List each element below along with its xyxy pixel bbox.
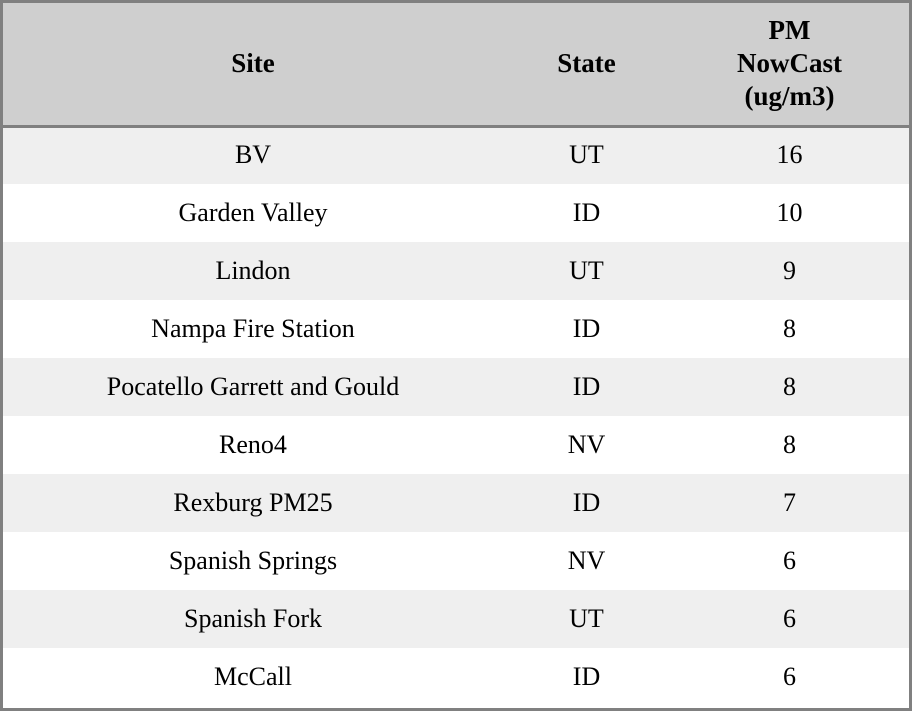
table-row[interactable]: Lindon UT 9 [3, 242, 909, 300]
cell-state: UT [503, 590, 670, 648]
cell-pm-nowcast: 10 [670, 184, 909, 242]
table-header: Site State PM NowCast (ug/m3) [3, 3, 909, 128]
cell-state: UT [503, 126, 670, 184]
cell-pm-nowcast: 6 [670, 532, 909, 590]
cell-state: ID [503, 184, 670, 242]
cell-state: ID [503, 474, 670, 532]
cell-state: ID [503, 300, 670, 358]
column-header-pm-nowcast[interactable]: PM NowCast (ug/m3) [670, 3, 909, 128]
cell-site: BV [3, 126, 503, 184]
cell-state: ID [503, 648, 670, 706]
cell-pm-nowcast: 8 [670, 416, 909, 474]
cell-site: Nampa Fire Station [3, 300, 503, 358]
table-body: BV UT 16 Garden Valley ID 10 Lindon UT 9 Nampa Fi… [3, 126, 909, 706]
cell-site: Reno4 [3, 416, 503, 474]
cell-site: Spanish Springs [3, 532, 503, 590]
column-header-site[interactable]: Site [3, 3, 503, 128]
table-row[interactable]: Spanish Fork UT 6 [3, 590, 909, 648]
cell-state: UT [503, 242, 670, 300]
cell-pm-nowcast: 9 [670, 242, 909, 300]
table-row[interactable]: Garden Valley ID 10 [3, 184, 909, 242]
cell-state: NV [503, 416, 670, 474]
cell-site: Rexburg PM25 [3, 474, 503, 532]
table-row[interactable]: Nampa Fire Station ID 8 [3, 300, 909, 358]
cell-state: ID [503, 358, 670, 416]
cell-site: Spanish Fork [3, 590, 503, 648]
table-row[interactable]: Pocatello Garrett and Gould ID 8 [3, 358, 909, 416]
table-row[interactable]: Reno4 NV 8 [3, 416, 909, 474]
header-row: Site State PM NowCast (ug/m3) [3, 3, 909, 128]
table-row[interactable]: Rexburg PM25 ID 7 [3, 474, 909, 532]
column-header-state[interactable]: State [503, 3, 670, 128]
cell-pm-nowcast: 6 [670, 648, 909, 706]
cell-pm-nowcast: 7 [670, 474, 909, 532]
cell-pm-nowcast: 8 [670, 300, 909, 358]
cell-site: Garden Valley [3, 184, 503, 242]
cell-pm-nowcast: 6 [670, 590, 909, 648]
cell-pm-nowcast: 16 [670, 126, 909, 184]
cell-pm-nowcast: 8 [670, 358, 909, 416]
cell-state: NV [503, 532, 670, 590]
data-table: Site State PM NowCast (ug/m3) BV UT 16 Gard… [3, 3, 909, 706]
cell-site: Lindon [3, 242, 503, 300]
cell-site: Pocatello Garrett and Gould [3, 358, 503, 416]
table-row[interactable]: McCall ID 6 [3, 648, 909, 706]
table-row[interactable]: Spanish Springs NV 6 [3, 532, 909, 590]
cell-site: McCall [3, 648, 503, 706]
table-row[interactable]: BV UT 16 [3, 126, 909, 184]
